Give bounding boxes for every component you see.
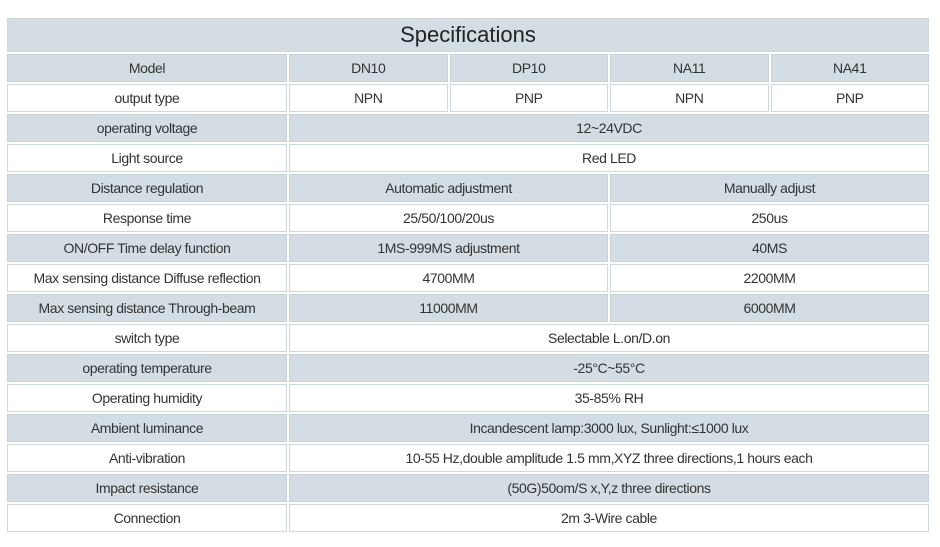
table-body: Specifications Model DN10 DP10 NA11 NA41 outp… (7, 18, 929, 532)
spec-row: Light source Red LED (7, 144, 929, 172)
spec-row: Ambient luminance Incandescent lamp:3000 … (7, 414, 929, 442)
cell: PNP (449, 84, 608, 112)
row-label: Response time (7, 204, 287, 232)
cell: NA41 (770, 54, 929, 82)
row-label: Connection (7, 504, 287, 532)
header-row: Model DN10 DP10 NA11 NA41 (7, 54, 929, 82)
table-title: Specifications (7, 18, 929, 52)
title-row: Specifications (7, 18, 929, 52)
cell: 12~24VDC (289, 114, 929, 142)
row-label: Model (7, 54, 287, 82)
spec-row: output type NPN PNP NPN PNP (7, 84, 929, 112)
cell: Red LED (289, 144, 929, 172)
cell: 2m 3-Wire cable (289, 504, 929, 532)
spec-row: Response time 25/50/100/20us 250us (7, 204, 929, 232)
cell: 35-85% RH (289, 384, 929, 412)
row-label: operating voltage (7, 114, 287, 142)
cell: 250us (610, 204, 929, 232)
spec-row: switch type Selectable L.on/D.on (7, 324, 929, 352)
spec-row: operating voltage 12~24VDC (7, 114, 929, 142)
cell: (50G)50om/S x,Y,z three directions (289, 474, 929, 502)
cell: -25°C~55°C (289, 354, 929, 382)
cell: 25/50/100/20us (289, 204, 608, 232)
spec-row: Max sensing distance Through-beam 11000MM… (7, 294, 929, 322)
row-label: switch type (7, 324, 287, 352)
cell: NPN (289, 84, 448, 112)
cell: NA11 (610, 54, 769, 82)
row-label: Operating humidity (7, 384, 287, 412)
cell: NPN (610, 84, 769, 112)
cell: Manually adjust (610, 174, 929, 202)
cell: 4700MM (289, 264, 608, 292)
spec-row: Anti-vibration 10-55 Hz,double amplitude … (7, 444, 929, 472)
spec-row: Connection 2m 3-Wire cable (7, 504, 929, 532)
cell: Selectable L.on/D.on (289, 324, 929, 352)
row-label: Impact resistance (7, 474, 287, 502)
spec-row: operating temperature -25°C~55°C (7, 354, 929, 382)
cell: 2200MM (610, 264, 929, 292)
row-label: Max sensing distance Diffuse reflection (7, 264, 287, 292)
spec-table: Specifications Model DN10 DP10 NA11 NA41 outp… (5, 16, 931, 534)
row-label: operating temperature (7, 354, 287, 382)
row-label: Ambient luminance (7, 414, 287, 442)
cell: Incandescent lamp:3000 lux, Sunlight:≤10… (289, 414, 929, 442)
row-label: Distance regulation (7, 174, 287, 202)
cell: 10-55 Hz,double amplitude 1.5 mm,XYZ thr… (289, 444, 929, 472)
spec-row: Distance regulation Automatic adjustment M… (7, 174, 929, 202)
cell: PNP (770, 84, 929, 112)
cell: DN10 (289, 54, 448, 82)
cell: 40MS (610, 234, 929, 262)
row-label: output type (7, 84, 287, 112)
cell: 11000MM (289, 294, 608, 322)
row-label: Anti-vibration (7, 444, 287, 472)
spec-row: Max sensing distance Diffuse reflection 4… (7, 264, 929, 292)
spec-row: Impact resistance (50G)50om/S x,Y,z three… (7, 474, 929, 502)
row-label: ON/OFF Time delay function (7, 234, 287, 262)
row-label: Light source (7, 144, 287, 172)
cell: DP10 (449, 54, 608, 82)
cell: 6000MM (610, 294, 929, 322)
cell: 1MS-999MS adjustment (289, 234, 608, 262)
spec-row: Operating humidity 35-85% RH (7, 384, 929, 412)
row-label: Max sensing distance Through-beam (7, 294, 287, 322)
cell: Automatic adjustment (289, 174, 608, 202)
spec-row: ON/OFF Time delay function 1MS-999MS adju… (7, 234, 929, 262)
spec-table-wrap: Specifications Model DN10 DP10 NA11 NA41 outp… (5, 16, 931, 534)
